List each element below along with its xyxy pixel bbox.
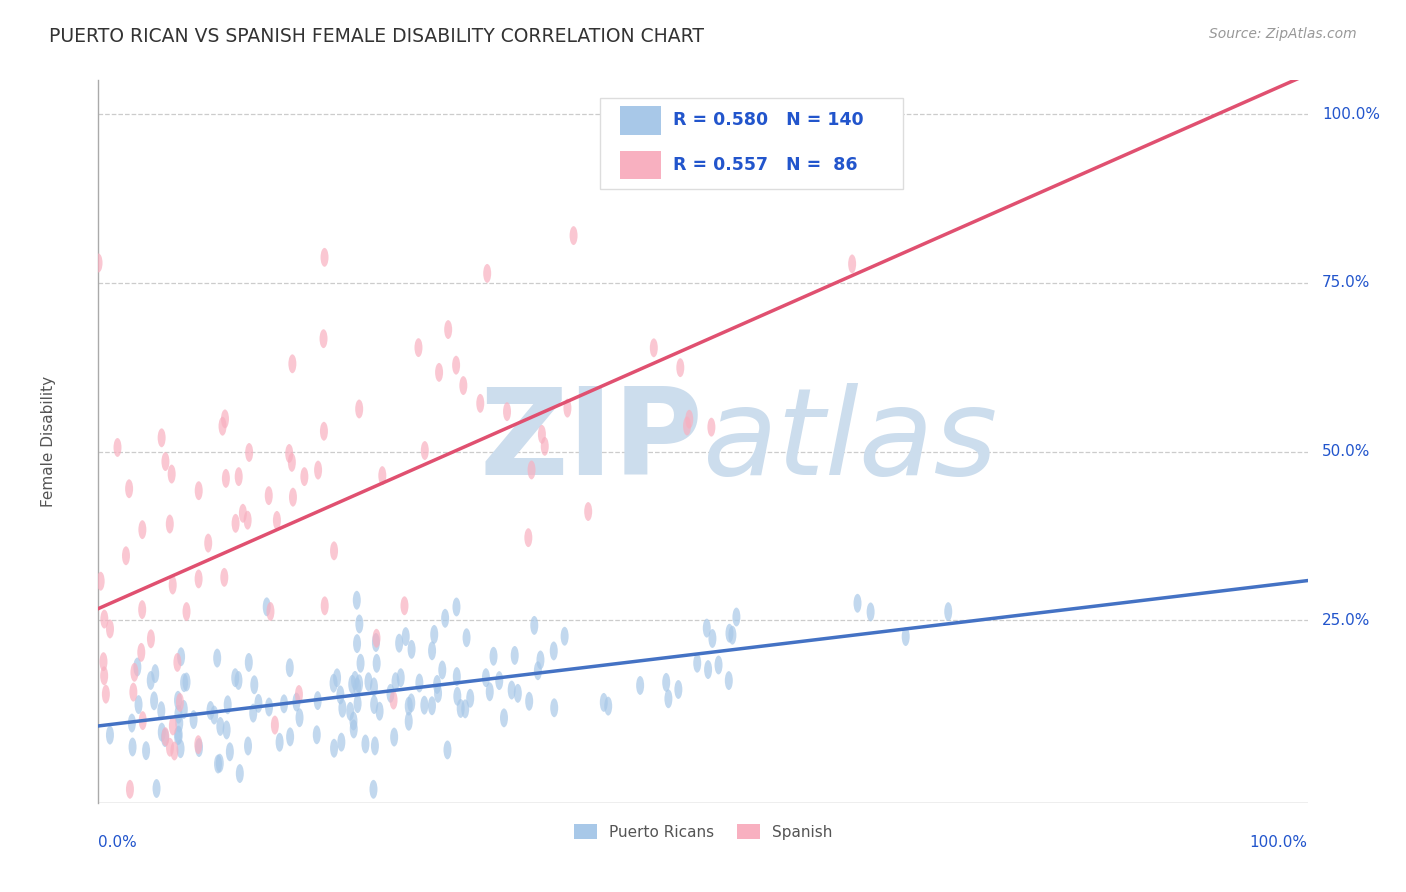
Text: 75.0%: 75.0% (1322, 276, 1371, 291)
Text: 100.0%: 100.0% (1250, 835, 1308, 850)
FancyBboxPatch shape (600, 98, 903, 189)
Text: 0.0%: 0.0% (98, 835, 138, 850)
FancyBboxPatch shape (620, 106, 661, 135)
FancyBboxPatch shape (620, 151, 661, 179)
Text: ZIP: ZIP (479, 383, 703, 500)
Text: R = 0.580   N = 140: R = 0.580 N = 140 (672, 112, 863, 129)
Text: 25.0%: 25.0% (1322, 613, 1371, 628)
Legend: Puerto Ricans, Spanish: Puerto Ricans, Spanish (568, 818, 838, 846)
Text: Female Disability: Female Disability (41, 376, 56, 508)
Text: Source: ZipAtlas.com: Source: ZipAtlas.com (1209, 27, 1357, 41)
Text: R = 0.557   N =  86: R = 0.557 N = 86 (672, 156, 858, 174)
Text: PUERTO RICAN VS SPANISH FEMALE DISABILITY CORRELATION CHART: PUERTO RICAN VS SPANISH FEMALE DISABILIT… (49, 27, 704, 45)
Text: 100.0%: 100.0% (1322, 106, 1381, 121)
Text: atlas: atlas (703, 383, 998, 500)
Text: 50.0%: 50.0% (1322, 444, 1371, 459)
